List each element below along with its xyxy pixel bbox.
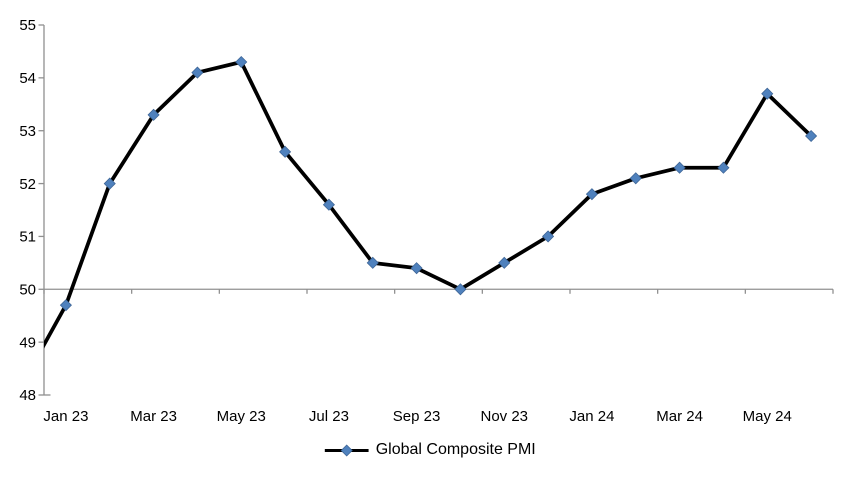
data-point-marker <box>761 87 774 100</box>
data-point-marker <box>59 299 72 312</box>
y-axis-tick-label: 51 <box>19 229 36 246</box>
x-axis-tick-label: Jul 23 <box>309 408 349 425</box>
x-axis-tick-label: May 24 <box>743 408 792 425</box>
y-axis-tick-label: 54 <box>19 70 36 87</box>
x-axis-tick-label: Mar 24 <box>656 408 703 425</box>
y-axis-tick-label: 53 <box>19 123 36 140</box>
legend-line-marker-icon <box>324 443 369 457</box>
y-axis-tick-label: 52 <box>19 176 36 193</box>
data-point-marker <box>542 230 555 243</box>
data-point-marker <box>191 66 204 79</box>
data-point-marker <box>717 161 730 174</box>
y-axis-tick-label: 50 <box>19 281 36 298</box>
pmi-series-line <box>44 60 813 349</box>
data-point-marker <box>629 172 642 185</box>
data-point-marker <box>410 262 423 275</box>
legend-label: Global Composite PMI <box>375 441 536 458</box>
data-point-marker <box>805 129 818 143</box>
data-point-marker <box>454 283 467 296</box>
x-axis-tick-label: Sep 23 <box>393 408 441 425</box>
x-axis-tick-label: Jan 24 <box>569 408 614 425</box>
data-point-marker <box>673 161 686 174</box>
data-point-marker <box>147 108 160 121</box>
data-point-marker <box>366 256 379 269</box>
y-axis-tick-label: 48 <box>19 387 36 404</box>
chart-legend: Global Composite PMI <box>324 441 536 459</box>
x-axis-tick-label: Nov 23 <box>480 408 528 425</box>
data-point-marker <box>279 145 292 158</box>
data-point-marker <box>322 198 335 211</box>
x-axis-tick-label: May 23 <box>217 408 266 425</box>
data-point-marker <box>498 256 511 269</box>
data-point-marker <box>585 188 598 201</box>
series-group <box>44 55 818 349</box>
x-axis-tick-label: Mar 23 <box>130 408 177 425</box>
legend-marker-icon <box>340 443 353 457</box>
y-axis-tick-label: 49 <box>19 334 36 351</box>
data-point-marker <box>103 177 116 190</box>
y-axis-tick-label: 55 <box>19 17 36 34</box>
data-point-marker <box>235 55 248 69</box>
x-axis-tick-label: Jan 23 <box>43 408 88 425</box>
